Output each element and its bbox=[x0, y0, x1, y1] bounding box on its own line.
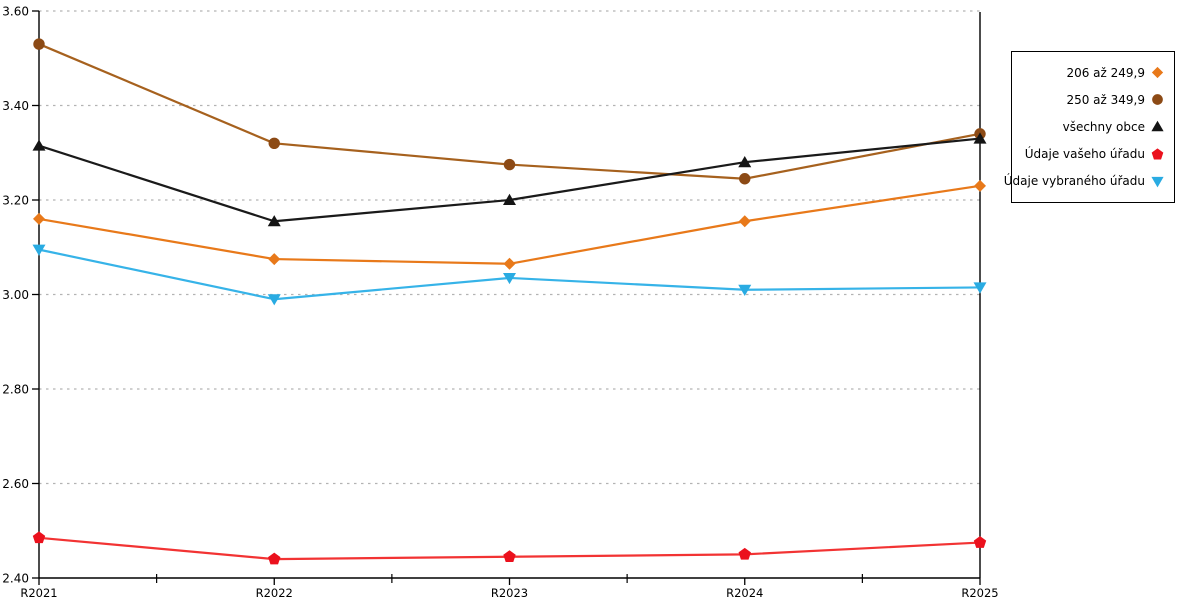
series-line bbox=[38, 137, 981, 223]
y-tick-label: 3.60 bbox=[2, 5, 29, 19]
diamond-icon bbox=[974, 179, 986, 192]
diamond-icon bbox=[738, 215, 751, 228]
legend-item-udaje-vybraneho-uradu: Údaje vybraného úřadu bbox=[1004, 172, 1165, 190]
x-tick-label: R2024 bbox=[726, 586, 763, 600]
y-tick-label: 2.40 bbox=[2, 572, 29, 586]
y-tick-label: 2.60 bbox=[2, 477, 29, 491]
triangle-up-icon bbox=[32, 139, 46, 151]
triangle-up-icon bbox=[503, 193, 516, 205]
legend-label: Údaje vašeho úřadu bbox=[1024, 147, 1145, 162]
series-circle bbox=[33, 38, 986, 185]
triangle-down-icon bbox=[1151, 176, 1164, 188]
pentagon-icon bbox=[32, 531, 46, 544]
circle-icon bbox=[33, 38, 45, 50]
series-pentagon bbox=[32, 531, 987, 565]
x-tick-label: R2025 bbox=[961, 586, 998, 600]
legend-label: 206 až 249,9 bbox=[1066, 65, 1145, 80]
triangle-down-icon bbox=[973, 282, 987, 294]
triangle-up-icon bbox=[738, 156, 752, 168]
legend-item-vsechny-obce: všechny obce bbox=[1016, 118, 1165, 136]
diamond-icon bbox=[1151, 66, 1164, 79]
diamond-icon bbox=[33, 212, 45, 225]
triangle-down-icon bbox=[738, 284, 752, 296]
x-tick-label: R2023 bbox=[491, 586, 528, 600]
diamond-icon bbox=[1151, 66, 1164, 79]
diamond-icon bbox=[268, 253, 281, 266]
y-tick-label: 3.20 bbox=[2, 194, 29, 208]
x-tick-label: R2022 bbox=[256, 586, 293, 600]
gridlines bbox=[39, 10, 980, 485]
legend-label: všechny obce bbox=[1062, 119, 1145, 134]
triangle-down-icon bbox=[503, 272, 516, 285]
legend-item-206-az-249: 206 až 249,9 bbox=[1016, 64, 1165, 82]
y-tick-label: 3.00 bbox=[2, 288, 29, 302]
legend-label: 250 až 349,9 bbox=[1066, 92, 1145, 107]
pentagon-icon bbox=[503, 550, 516, 563]
triangle-up-icon bbox=[1151, 121, 1164, 132]
triangle-down-icon bbox=[267, 294, 281, 306]
triangle-down-icon bbox=[1151, 176, 1164, 188]
circle-icon bbox=[1152, 94, 1163, 106]
triangle-up-icon bbox=[1151, 121, 1164, 132]
x-tick-label: R2021 bbox=[20, 586, 57, 600]
series-line bbox=[38, 43, 981, 180]
y-tick-label: 3.40 bbox=[2, 99, 29, 113]
series-diamond bbox=[33, 179, 986, 270]
pentagon-icon bbox=[973, 536, 987, 548]
x-axis-ticks: R2021 R2022 R2023 R2024 R2025 bbox=[20, 574, 999, 600]
pentagon-icon bbox=[268, 552, 281, 565]
circle-icon bbox=[268, 137, 280, 149]
circle-icon bbox=[503, 158, 516, 171]
triangle-down-icon bbox=[32, 244, 46, 256]
pentagon-icon bbox=[738, 547, 751, 560]
pentagon-icon bbox=[1151, 148, 1164, 160]
circle-icon bbox=[1152, 94, 1163, 106]
circle-icon bbox=[739, 173, 751, 185]
series-triangle-up bbox=[32, 132, 987, 227]
legend: 206 až 249,9 250 až 349,9 všechny obce Ú… bbox=[1004, 51, 1175, 203]
pentagon-icon bbox=[1151, 148, 1164, 160]
triangle-up-icon bbox=[267, 215, 281, 227]
triangle-up-icon bbox=[973, 132, 987, 144]
y-axis-ticks: 3.60 3.40 3.20 3.00 2.80 2.60 2.40 bbox=[2, 5, 39, 586]
diamond-icon bbox=[503, 257, 516, 270]
legend-item-250-az-349: 250 až 349,9 bbox=[1016, 91, 1165, 109]
series-triangle-down bbox=[32, 244, 987, 306]
y-tick-label: 2.80 bbox=[2, 383, 29, 397]
legend-label: Údaje vybraného úřadu bbox=[1003, 174, 1145, 189]
legend-item-udaje-vaseho-uradu: Údaje vašeho úřadu bbox=[1016, 145, 1165, 163]
